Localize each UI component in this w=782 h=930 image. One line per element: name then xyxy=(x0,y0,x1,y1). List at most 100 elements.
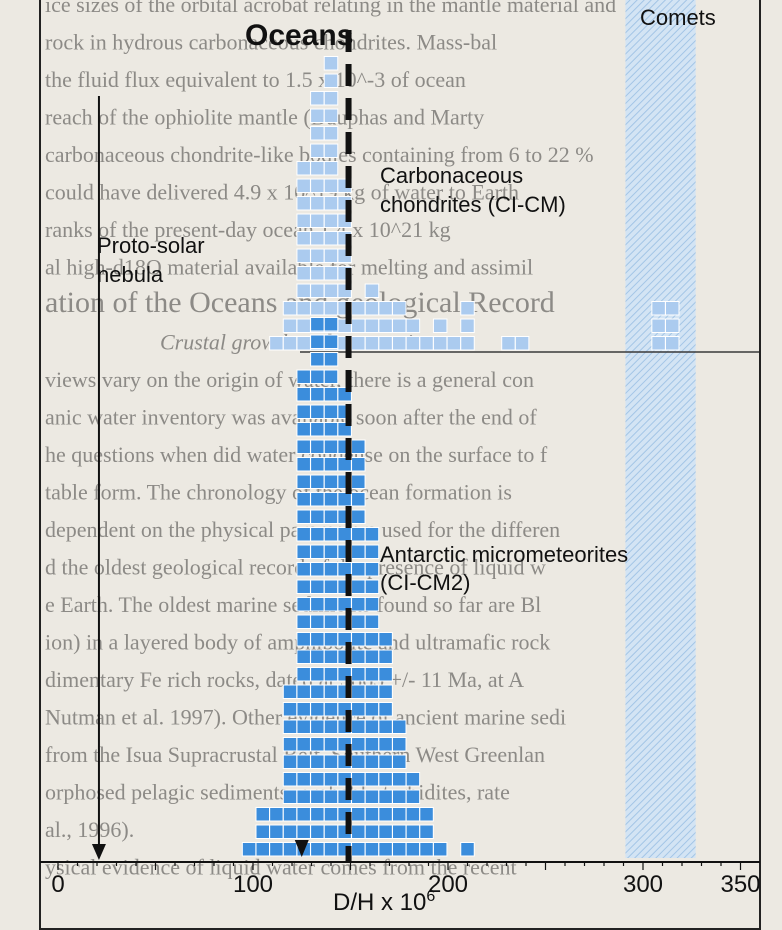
histogram-square xyxy=(311,510,325,524)
x-axis-label-exponent: 6 xyxy=(426,888,435,905)
histogram-square xyxy=(324,720,338,734)
histogram-square xyxy=(324,214,338,228)
histogram-square xyxy=(324,335,338,349)
histogram-square xyxy=(324,249,338,263)
histogram-square xyxy=(352,493,366,507)
histogram-square xyxy=(311,302,325,316)
background-text-line: he questions when did water condense on … xyxy=(45,442,548,467)
histogram-square xyxy=(338,563,352,577)
background-text-line: al., 1996). xyxy=(45,817,134,842)
histogram-square xyxy=(352,633,366,647)
histogram-square xyxy=(311,808,325,822)
micromet-label-line1: Antarctic micrometeorites xyxy=(380,542,628,567)
histogram-square xyxy=(311,738,325,752)
histogram-square xyxy=(283,319,297,333)
histogram-square xyxy=(352,808,366,822)
histogram-square xyxy=(420,808,434,822)
histogram-square xyxy=(324,74,338,88)
histogram-square xyxy=(433,319,447,333)
histogram-square xyxy=(433,337,447,351)
histogram-square xyxy=(297,232,311,246)
chondrites-label-line2: chondrites (CI-CM) xyxy=(380,192,566,217)
histogram-square xyxy=(461,843,475,857)
histogram-square xyxy=(311,458,325,472)
histogram-square xyxy=(297,685,311,699)
histogram-square xyxy=(379,633,393,647)
histogram-square xyxy=(311,423,325,437)
histogram-square xyxy=(283,755,297,769)
histogram-square xyxy=(297,668,311,682)
histogram-square xyxy=(365,337,379,351)
histogram-square xyxy=(311,440,325,454)
histogram-square xyxy=(324,773,338,787)
histogram-square xyxy=(283,703,297,717)
oceans-label: Oceans xyxy=(245,19,353,52)
histogram-square xyxy=(311,162,325,176)
histogram-square xyxy=(379,668,393,682)
histogram-square xyxy=(365,738,379,752)
histogram-square xyxy=(311,144,325,158)
background-text-line: e Earth. The oldest marine sediments fou… xyxy=(45,592,541,617)
histogram-square xyxy=(324,57,338,71)
histogram-square xyxy=(352,755,366,769)
nebula-label-line2: nebula xyxy=(97,262,164,287)
histogram-square xyxy=(283,825,297,839)
histogram-square xyxy=(365,633,379,647)
histogram-square xyxy=(406,337,420,351)
histogram-square xyxy=(311,790,325,804)
histogram-square xyxy=(352,458,366,472)
histogram-square xyxy=(324,545,338,559)
histogram-square xyxy=(352,738,366,752)
histogram-square xyxy=(379,720,393,734)
histogram-square xyxy=(352,580,366,594)
histogram-square xyxy=(365,825,379,839)
histogram-square xyxy=(352,545,366,559)
histogram-square xyxy=(393,825,407,839)
histogram-square xyxy=(352,319,366,333)
histogram-square xyxy=(297,405,311,419)
histogram-square xyxy=(297,755,311,769)
histogram-square xyxy=(393,773,407,787)
histogram-square xyxy=(324,318,338,332)
histogram-square xyxy=(365,528,379,542)
histogram-square xyxy=(297,197,311,211)
histogram-square xyxy=(297,825,311,839)
histogram-square xyxy=(311,545,325,559)
histogram-square xyxy=(652,337,666,351)
histogram-square xyxy=(324,493,338,507)
background-text-line: orphosed pelagic sediments, probably tur… xyxy=(45,780,510,805)
comets-label: Comets xyxy=(640,5,716,30)
histogram-square xyxy=(297,284,311,298)
histogram-square xyxy=(297,650,311,664)
histogram-square xyxy=(283,843,297,857)
histogram-square xyxy=(297,249,311,263)
histogram-square xyxy=(324,825,338,839)
histogram-square xyxy=(283,808,297,822)
x-tick-label: 0 xyxy=(51,871,64,898)
histogram-square xyxy=(270,825,284,839)
histogram-square xyxy=(256,825,270,839)
histogram-square xyxy=(311,668,325,682)
histogram-square xyxy=(324,92,338,106)
histogram-square xyxy=(393,302,407,316)
histogram-square xyxy=(393,738,407,752)
micromet-label-line2: (CI-CM2) xyxy=(380,570,470,595)
histogram-square xyxy=(324,703,338,717)
histogram-square xyxy=(324,405,338,419)
histogram-square xyxy=(324,755,338,769)
histogram-square xyxy=(393,843,407,857)
histogram-square xyxy=(324,563,338,577)
histogram-square xyxy=(297,615,311,629)
histogram-square xyxy=(352,773,366,787)
background-text-line: table form. The chronology of the ocean … xyxy=(45,480,512,505)
histogram-square xyxy=(311,388,325,402)
histogram-square xyxy=(297,267,311,281)
histogram-square xyxy=(666,337,680,351)
histogram-square xyxy=(666,319,680,333)
histogram-square xyxy=(297,162,311,176)
histogram-square xyxy=(379,337,393,351)
histogram-square xyxy=(352,302,366,316)
histogram-square xyxy=(406,808,420,822)
histogram-square xyxy=(297,493,311,507)
histogram-square xyxy=(297,214,311,228)
